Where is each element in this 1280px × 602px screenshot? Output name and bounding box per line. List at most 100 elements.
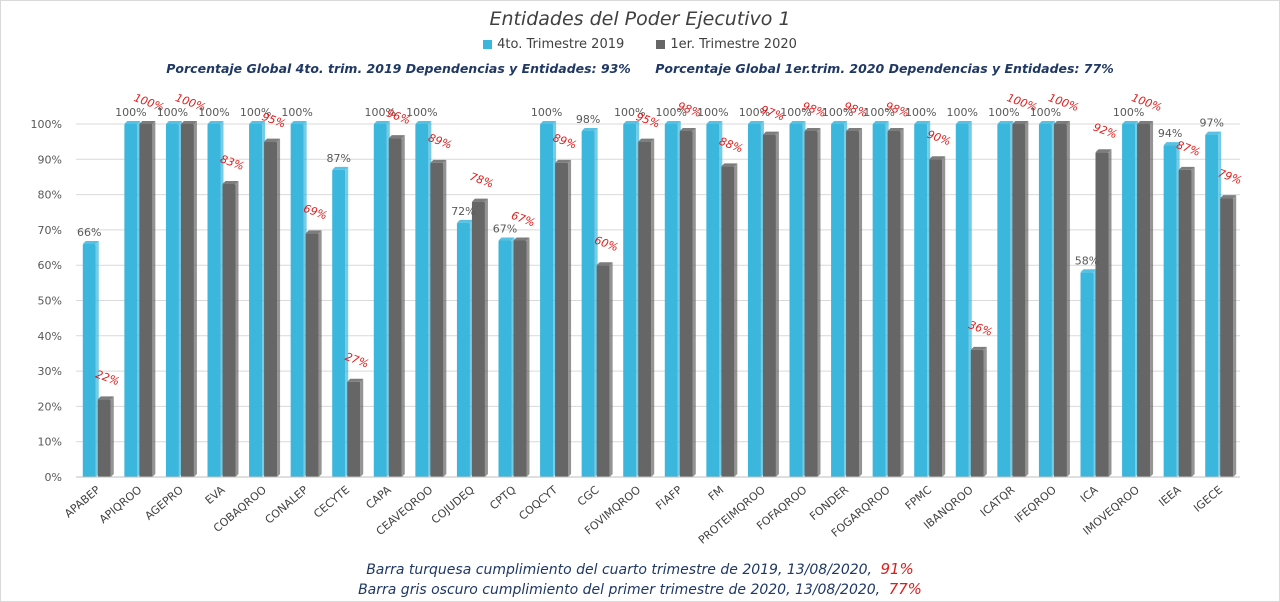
bar-q1-2020-top	[1220, 195, 1237, 199]
data-label-q4-2019: 100%	[614, 106, 645, 119]
bar-q4-2019	[1122, 124, 1136, 477]
category-label: FM	[706, 483, 726, 503]
bar-q1-2020-side	[1191, 166, 1195, 477]
data-label-q4-2019: 100%	[656, 106, 687, 119]
bar-q1-2020-top	[804, 128, 821, 132]
bar-q4-2019	[747, 124, 761, 477]
bar-q1-2020	[347, 381, 361, 477]
y-tick-label: 0%	[45, 471, 62, 484]
footer-line-2-pct: 77%	[888, 580, 922, 598]
bar-q4-2019-top	[872, 121, 889, 124]
bar-q4-2019-top	[332, 166, 349, 170]
data-label-q4-2019: 100%	[1113, 106, 1144, 119]
bar-q1-2020-top	[679, 128, 696, 132]
bar-q1-2020-top	[1095, 149, 1112, 153]
data-label-q4-2019: 100%	[240, 106, 271, 119]
bar-q4-2019-top	[1080, 269, 1097, 273]
bar-q4-2019	[290, 124, 304, 477]
category-label: FIAFP	[653, 483, 685, 513]
bar-q1-2020	[638, 141, 652, 477]
bar-q4-2019-top	[456, 219, 473, 223]
category-label: IGECE	[1191, 483, 1225, 514]
bar-q1-2020-top	[1178, 166, 1195, 170]
bar-q4-2019	[415, 124, 429, 477]
bar-q1-2020-side	[900, 128, 904, 477]
category-label: IFEQROO	[1012, 483, 1059, 525]
category-label: ICA	[1078, 483, 1101, 505]
bar-q1-2020-side	[942, 156, 946, 478]
bar-q1-2020-top	[1012, 121, 1029, 124]
category-label: EVA	[203, 483, 228, 507]
bar-q1-2020	[804, 131, 818, 477]
category-label: ICATQR	[978, 483, 1018, 519]
bar-q1-2020-side	[983, 346, 987, 477]
bar-q1-2020-side	[651, 138, 655, 477]
bar-q1-2020	[679, 131, 693, 477]
bar-q1-2020-top	[513, 237, 530, 241]
legend-item-q4-2019: 4to. Trimestre 2019	[483, 37, 624, 52]
bar-q4-2019	[82, 244, 96, 477]
bar-q1-2020	[430, 162, 444, 477]
bar-q4-2019	[332, 169, 346, 477]
bar-q1-2020-side	[526, 237, 530, 477]
data-label-q4-2019: 100%	[863, 106, 894, 119]
data-label-q4-2019: 66%	[77, 226, 101, 239]
bar-q1-2020	[388, 138, 402, 477]
legend-swatch-q4-2019	[483, 40, 493, 49]
data-label-q4-2019: 100%	[739, 106, 770, 119]
y-tick-label: 20%	[38, 400, 62, 413]
legend-label-q1-2020: 1er. Trimestre 2020	[670, 37, 797, 52]
bar-q4-2019-top	[207, 121, 224, 124]
footer-line-2-text: Barra gris oscuro cumplimiento del prime…	[358, 582, 881, 598]
bar-q1-2020	[846, 131, 860, 477]
legend-swatch-q1-2020	[656, 40, 666, 49]
y-tick-label: 50%	[38, 295, 62, 308]
bar-q1-2020	[929, 159, 943, 478]
global-q1-2020: Porcentaje Global 1er.trim. 2020 Depende…	[655, 61, 1114, 76]
bar-q4-2019-top	[540, 121, 557, 124]
y-tick-label: 90%	[38, 153, 62, 166]
data-label-q4-2019: 100%	[1030, 106, 1061, 119]
y-tick-label: 60%	[38, 259, 62, 272]
bar-q1-2020	[1137, 124, 1151, 477]
bar-q1-2020	[555, 162, 569, 477]
bar-q1-2020-side	[401, 135, 405, 477]
bar-q4-2019	[997, 124, 1011, 477]
bar-q1-2020-side	[1233, 195, 1237, 477]
bar-q4-2019-top	[581, 128, 598, 132]
bar-q4-2019	[373, 124, 387, 477]
data-label-q4-2019: 100%	[531, 106, 562, 119]
bar-q4-2019-top	[706, 121, 723, 124]
y-tick-label: 40%	[38, 330, 62, 343]
data-label-q4-2019: 100%	[988, 106, 1019, 119]
bar-q1-2020	[762, 134, 776, 477]
data-label-q4-2019: 94%	[1158, 127, 1182, 140]
y-tick-label: 10%	[38, 436, 62, 449]
bar-q1-2020-top	[264, 138, 281, 142]
bar-q1-2020-side	[1066, 121, 1070, 477]
bar-q1-2020	[970, 349, 984, 477]
bar-q4-2019-top	[249, 121, 266, 124]
bar-q4-2019	[914, 124, 928, 477]
bar-q1-2020-top	[305, 230, 322, 234]
bar-q1-2020-side	[193, 121, 197, 477]
data-label-q4-2019: 100%	[905, 106, 936, 119]
chart-legend: 4to. Trimestre 2019 1er. Trimestre 2020	[0, 37, 1280, 53]
bar-q4-2019	[1205, 134, 1219, 477]
y-tick-label: 30%	[38, 365, 62, 378]
bar-q1-2020-top	[222, 181, 239, 185]
data-label-q4-2019: 100%	[822, 106, 853, 119]
bar-q1-2020-side	[110, 396, 114, 477]
data-label-q4-2019: 100%	[697, 106, 728, 119]
bar-q4-2019-top	[290, 121, 307, 124]
bar-q4-2019-top	[664, 121, 681, 124]
bar-q4-2019-top	[82, 241, 99, 245]
data-label-q4-2019: 67%	[493, 222, 517, 235]
bar-q1-2020-top	[555, 159, 572, 163]
bar-q1-2020-top	[762, 131, 779, 135]
bar-q4-2019	[498, 240, 512, 477]
bar-q4-2019-top	[955, 121, 972, 124]
bar-q1-2020-top	[430, 159, 447, 163]
data-label-q4-2019: 72%	[451, 205, 475, 218]
bar-q1-2020-side	[1108, 149, 1112, 478]
